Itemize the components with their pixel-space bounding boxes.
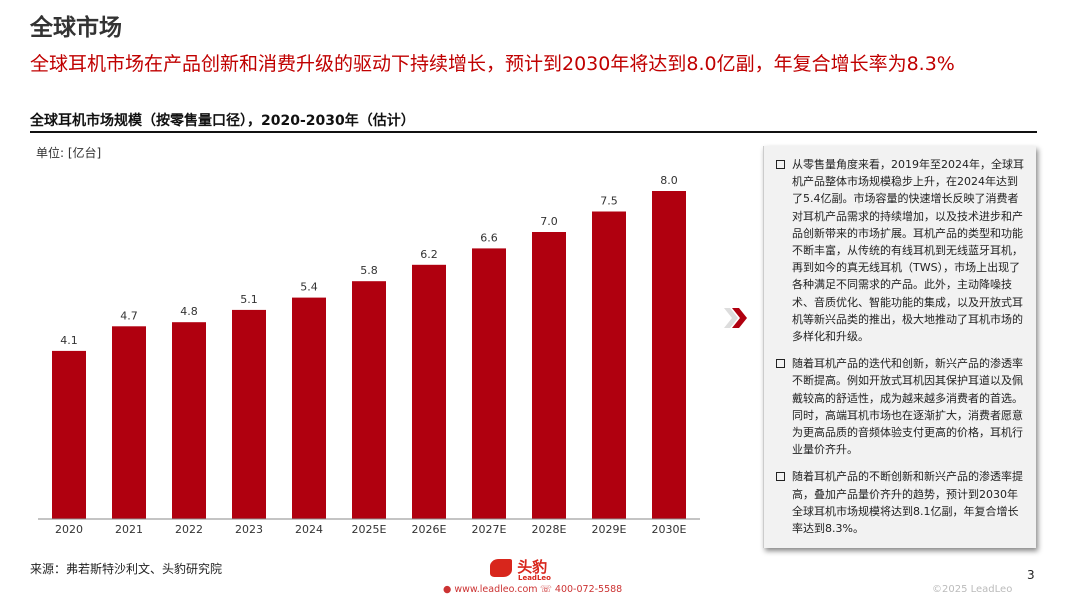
bullet-item: 从零售量角度来看，2019年至2024年，全球耳机产品整体市场规模稳步上升，在2… <box>776 156 1026 345</box>
page-subtitle: 全球耳机市场在产品创新和消费升级的驱动下持续增长，预计到2030年将达到8.0亿… <box>30 53 955 75</box>
source-note: 来源：弗若斯特沙利文、头豹研究院 <box>30 562 223 576</box>
phone-icon: ☏ <box>540 584 552 595</box>
bar <box>592 211 626 519</box>
leadleo-logo: 头豹 LeadLeo <box>490 556 551 582</box>
commentary-panel: 从零售量角度来看，2019年至2024年，全球耳机产品整体市场规模稳步上升，在2… <box>763 146 1036 548</box>
x-tick-label: 2026E <box>412 523 447 536</box>
bullet-text: 随着耳机产品的不断创新和新兴产品的渗透率提高，叠加产品量价齐升的趋势，预计到20… <box>792 470 1023 536</box>
data-label: 6.2 <box>420 248 438 261</box>
bar <box>112 326 146 519</box>
website-link[interactable]: ● www.leadleo.com <box>443 584 538 595</box>
bar <box>412 264 446 519</box>
data-label: 8.0 <box>660 174 678 187</box>
chevron-right-icon <box>724 308 747 328</box>
x-tick-label: 2022 <box>175 523 203 536</box>
checkbox-bullet-icon <box>776 472 785 482</box>
title-rule <box>30 131 1037 133</box>
bar <box>352 281 386 519</box>
unit-label: 单位: [亿台] <box>36 146 102 160</box>
bar <box>472 248 506 519</box>
data-label: 5.4 <box>300 281 318 294</box>
bullet-item: 随着耳机产品的迭代和创新，新兴产品的渗透率不断提高。例如开放式耳机因其保护耳道以… <box>776 355 1026 458</box>
x-tick-label: 2030E <box>652 523 687 536</box>
x-tick-label: 2020 <box>55 523 83 536</box>
bar <box>532 232 566 519</box>
data-label: 5.1 <box>240 293 258 306</box>
data-label: 6.6 <box>480 231 498 244</box>
x-tick-label: 2021 <box>115 523 143 536</box>
bar <box>232 309 266 519</box>
checkbox-bullet-icon <box>776 359 785 369</box>
logo-icon <box>490 558 512 577</box>
bullet-text: 随着耳机产品的迭代和创新，新兴产品的渗透率不断提高。例如开放式耳机因其保护耳道以… <box>792 357 1023 457</box>
checkbox-bullet-icon <box>776 160 785 169</box>
x-tick-label: 2023 <box>235 523 263 536</box>
x-tick-label: 2028E <box>532 523 567 536</box>
x-tick-label: 2024 <box>295 523 323 536</box>
data-label: 4.1 <box>60 334 78 347</box>
bullet-item: 随着耳机产品的不断创新和新兴产品的渗透率提高，叠加产品量价齐升的趋势，预计到20… <box>776 468 1026 537</box>
bar <box>292 297 326 519</box>
page-number: 3 <box>1027 568 1035 582</box>
data-label: 5.8 <box>360 264 378 277</box>
bullet-text: 从零售量角度来看，2019年至2024年，全球耳机产品整体市场规模稳步上升，在2… <box>792 158 1024 344</box>
data-label: 4.8 <box>180 305 198 318</box>
bar-chart: 4.1 2020 4.7 2021 4.8 2022 5.1 2023 5.4 2024 5.8 20… <box>38 174 700 536</box>
bar <box>652 191 686 519</box>
data-label: 7.0 <box>540 215 558 228</box>
x-tick-label: 2025E <box>352 523 387 536</box>
data-label: 7.5 <box>600 195 618 208</box>
chart-title: 全球耳机市场规模（按零售量口径），2020-2030年（估计） <box>30 113 415 129</box>
x-tick-label: 2027E <box>472 523 507 536</box>
copyright: ©2025 LeadLeo <box>932 584 1013 595</box>
data-label: 4.7 <box>120 309 138 322</box>
page-title: 全球市场 <box>30 15 122 41</box>
phone-number: ☏ 400-072-5588 <box>540 584 623 595</box>
x-tick-label: 2029E <box>592 523 627 536</box>
bar <box>172 322 206 519</box>
bar <box>52 350 86 519</box>
